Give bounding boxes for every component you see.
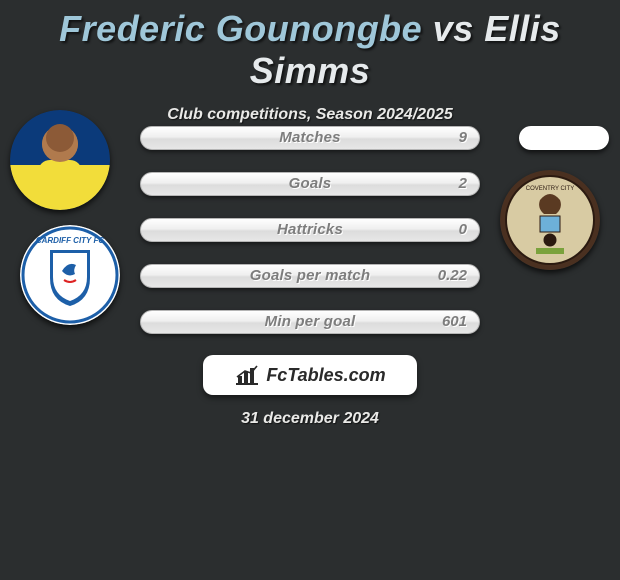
stat-label: Matches: [141, 127, 479, 149]
stat-row: Hattricks 0: [140, 218, 480, 242]
player-photo-icon: [10, 110, 110, 210]
club2-badge: COVENTRY CITY: [500, 170, 600, 270]
player2-avatar-placeholder: [519, 126, 609, 150]
club-crest-icon: COVENTRY CITY: [500, 170, 600, 270]
comparison-title: Frederic Gounongbe vs Ellis Simms: [0, 0, 620, 92]
subtitle: Club competitions, Season 2024/2025: [0, 106, 620, 124]
stat-label: Goals: [141, 173, 479, 195]
branding[interactable]: FcTables.com: [203, 355, 417, 395]
stat-p2-value: 9: [459, 127, 467, 149]
stat-row: Goals per match 0.22: [140, 264, 480, 288]
stat-row: Goals 2: [140, 172, 480, 196]
branding-text: FcTables.com: [266, 365, 385, 386]
card-root: Frederic Gounongbe vs Ellis Simms Club c…: [0, 0, 620, 580]
bar-chart-icon: [234, 364, 260, 386]
club-crest-icon: CARDIFF CITY FC: [20, 225, 120, 325]
club1-badge: CARDIFF CITY FC: [20, 225, 120, 325]
vs-word: vs: [433, 8, 474, 49]
stat-label: Goals per match: [141, 265, 479, 287]
stat-p2-value: 2: [459, 173, 467, 195]
date-text: 31 december 2024: [0, 410, 620, 428]
stat-p2-value: 0.22: [438, 265, 467, 287]
stat-label: Hattricks: [141, 219, 479, 241]
player1-avatar: [10, 110, 110, 210]
stat-label: Min per goal: [141, 311, 479, 333]
svg-text:CARDIFF CITY FC: CARDIFF CITY FC: [36, 236, 105, 245]
stat-p2-value: 0: [459, 219, 467, 241]
stat-row: Min per goal 601: [140, 310, 480, 334]
stat-row: Matches 9: [140, 126, 480, 150]
svg-text:COVENTRY CITY: COVENTRY CITY: [526, 186, 574, 192]
stats-list: Matches 9 Goals 2 Hattricks 0 Goals per …: [140, 126, 480, 356]
stat-p2-value: 601: [442, 311, 467, 333]
player1-name: Frederic Gounongbe: [59, 8, 422, 49]
